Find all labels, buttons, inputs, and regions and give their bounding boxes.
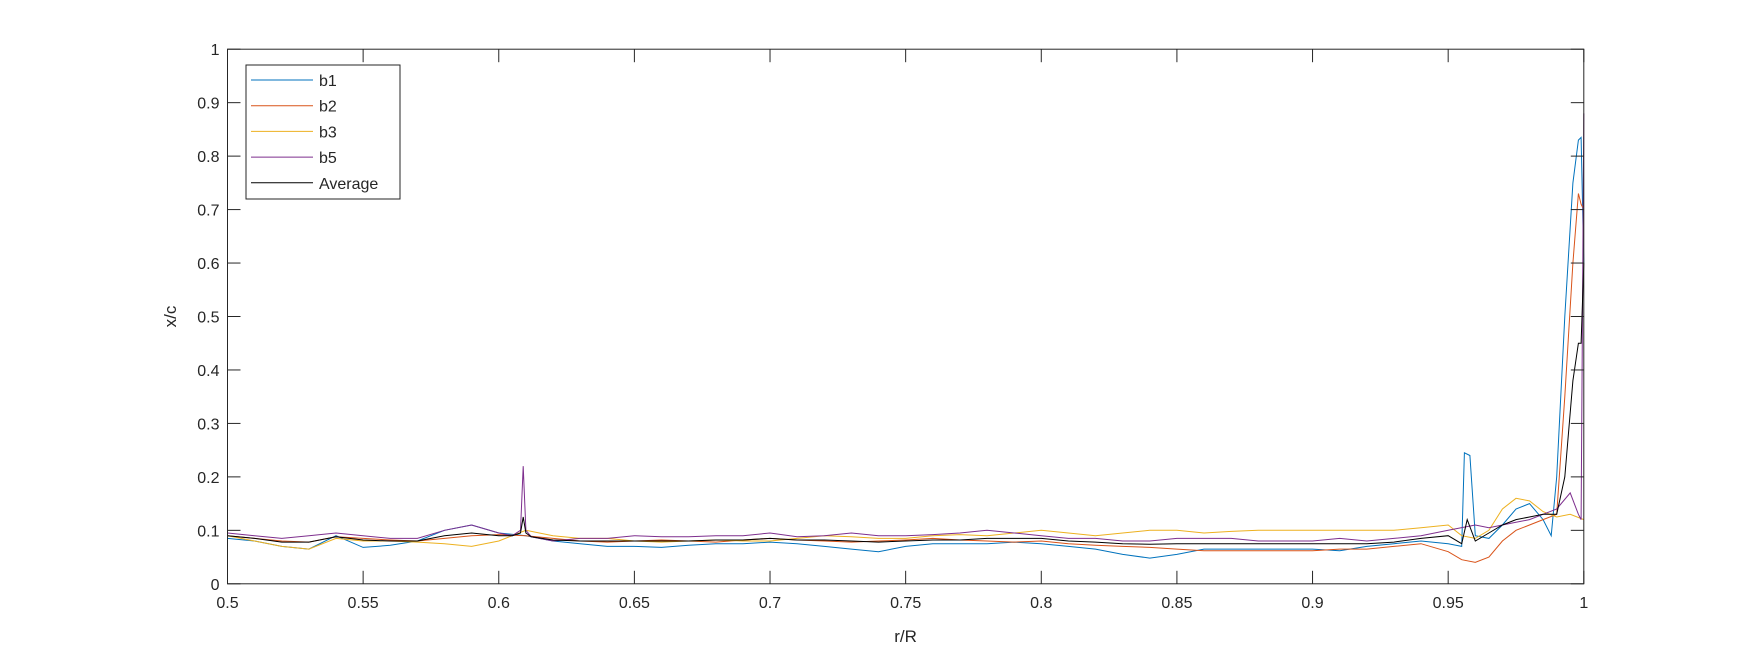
legend-label: b5 [319, 150, 337, 167]
x-tick-label: 0.75 [890, 595, 921, 612]
legend-box [245, 64, 401, 200]
x-tick-label: 0.9 [1301, 595, 1323, 612]
series-layer [227, 113, 1585, 563]
series-line-b5 [227, 113, 1585, 542]
y-tick-label: 0.6 [197, 256, 219, 273]
legend-label: Average [319, 176, 378, 193]
x-axis-label: r/R [894, 627, 917, 646]
x-tick-label: 0.55 [348, 595, 379, 612]
series-line-b3 [227, 497, 1584, 550]
y-tick-label: 1 [211, 42, 220, 59]
x-tick-label: 0.65 [619, 595, 650, 612]
y-tick-label: 0.4 [197, 363, 219, 380]
legend: b1 b2 b3 b5 Average [245, 64, 401, 200]
legend-label: b3 [319, 124, 337, 141]
legend-label: b1 [319, 73, 337, 90]
y-tick-label: 0 [211, 577, 220, 594]
x-tick-label: 1 [1579, 595, 1588, 612]
ticks-layer: 0.5 0.55 0.6 0.65 0.7 0.75 0.8 0.85 0.9 0.95 1 0 0.1… [197, 42, 1588, 612]
series-line-average [227, 262, 1585, 545]
y-tick-label: 0.3 [197, 416, 219, 433]
y-tick-label: 0.7 [197, 203, 219, 220]
legend-label: b2 [319, 99, 337, 116]
y-tick-label: 0.5 [197, 310, 219, 327]
x-tick-label: 0.95 [1433, 595, 1464, 612]
x-tick-label: 0.5 [216, 595, 238, 612]
x-tick-label: 0.7 [759, 595, 781, 612]
x-tick-label: 0.85 [1161, 595, 1192, 612]
y-tick-label: 0.9 [197, 96, 219, 113]
y-tick-label: 0.8 [197, 149, 219, 166]
y-tick-label: 0.2 [197, 470, 219, 487]
x-tick-label: 0.8 [1030, 595, 1052, 612]
axes-background [227, 49, 1584, 584]
y-tick-label: 0.1 [197, 523, 219, 540]
y-axis-label: x/c [161, 305, 180, 327]
x-tick-label: 0.6 [488, 595, 510, 612]
